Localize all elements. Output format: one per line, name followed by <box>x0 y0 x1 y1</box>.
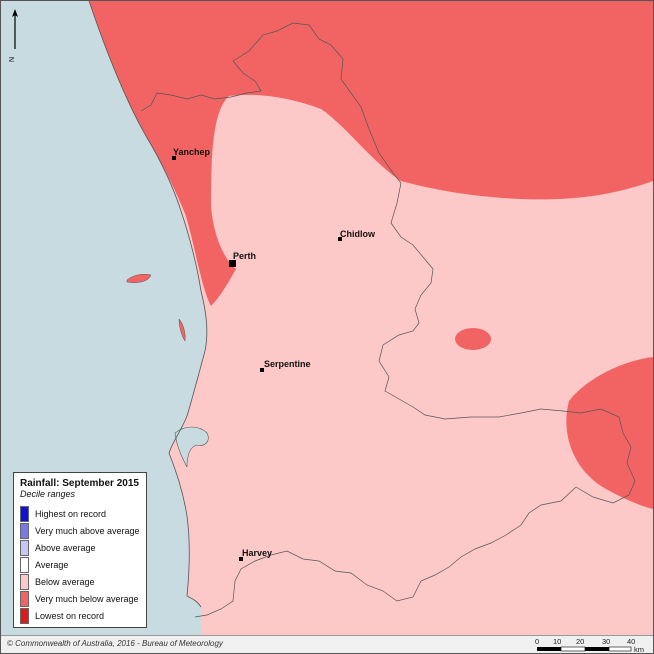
legend-swatch-lowest <box>20 607 29 624</box>
legend-swatch-very-much-below <box>20 590 29 607</box>
boundary-southeast-catchment <box>562 408 636 504</box>
legend: Rainfall: September 2015 Decile ranges H… <box>13 472 147 628</box>
legend-item-above: Above average <box>20 539 140 556</box>
scale-tick-label: 30 <box>602 637 610 646</box>
region-very-much-below-average-southeast <box>566 357 653 509</box>
legend-swatch-average <box>20 556 29 573</box>
scale-segment <box>608 646 632 652</box>
scale-segment <box>585 647 609 651</box>
footer-bar: © Commonwealth of Australia, 2016 - Bure… <box>1 635 653 654</box>
legend-item-very-much-below: Very much below average <box>20 590 140 607</box>
legend-label: Very much above average <box>35 525 140 536</box>
scale-segment <box>537 647 561 651</box>
legend-label: Below average <box>35 576 95 587</box>
town-marker-serpentine <box>260 368 264 372</box>
town-label-serpentine: Serpentine <box>264 359 311 369</box>
legend-item-average: Average <box>20 556 140 573</box>
scale-tick-label: 10 <box>553 637 561 646</box>
scale-tick-label: 0 <box>535 637 539 646</box>
town-label-perth: Perth <box>233 251 256 261</box>
legend-swatch-above <box>20 539 29 556</box>
town-marker-chidlow <box>338 237 342 241</box>
legend-item-below: Below average <box>20 573 140 590</box>
legend-label: Lowest on record <box>35 610 105 621</box>
legend-subtitle: Decile ranges <box>20 489 76 499</box>
town-label-chidlow: Chidlow <box>340 229 376 239</box>
legend-label: Highest on record <box>35 508 107 519</box>
legend-item-highest: Highest on record <box>20 505 140 522</box>
legend-label: Average <box>35 559 69 570</box>
legend-swatch-highest <box>20 505 29 522</box>
town-marker-yanchep <box>172 156 176 160</box>
legend-item-very-much-above: Very much above average <box>20 522 140 539</box>
boundary-inland-catchment <box>378 182 564 420</box>
boundary-southern-catchment <box>194 486 577 618</box>
coastline <box>88 1 208 608</box>
legend-swatch-below <box>20 573 29 590</box>
legend-label: Very much below average <box>35 593 139 604</box>
town-marker-perth <box>229 260 236 267</box>
boundary-northern-catchment-west <box>140 60 262 112</box>
town-label-yanchep: Yanchep <box>173 147 211 157</box>
copyright-text: © Commonwealth of Australia, 2016 - Bure… <box>7 639 223 648</box>
north-arrow-head <box>12 9 18 17</box>
legend-item-lowest: Lowest on record <box>20 607 140 624</box>
legend-label: Above average <box>35 542 96 553</box>
legend-swatch-very-much-above <box>20 522 29 539</box>
scale-segment <box>560 646 586 652</box>
town-marker-harvey <box>239 557 243 561</box>
island-garden <box>178 318 186 342</box>
region-very-much-below-average-north <box>89 1 653 306</box>
island-rottnest <box>126 273 152 283</box>
scale-bar: 0 10 20 30 40 km <box>535 637 644 654</box>
town-label-harvey: Harvey <box>242 548 272 558</box>
north-label: N <box>9 57 16 62</box>
region-very-much-below-average-inland <box>455 328 491 350</box>
estuary <box>174 426 209 468</box>
scale-unit: km <box>634 645 644 654</box>
north-arrow: N <box>9 9 18 62</box>
scale-tick-label: 40 <box>627 637 635 646</box>
boundary-northern-catchment <box>232 22 402 184</box>
legend-title: Rainfall: September 2015 <box>20 478 139 489</box>
scale-tick-label: 20 <box>576 637 584 646</box>
